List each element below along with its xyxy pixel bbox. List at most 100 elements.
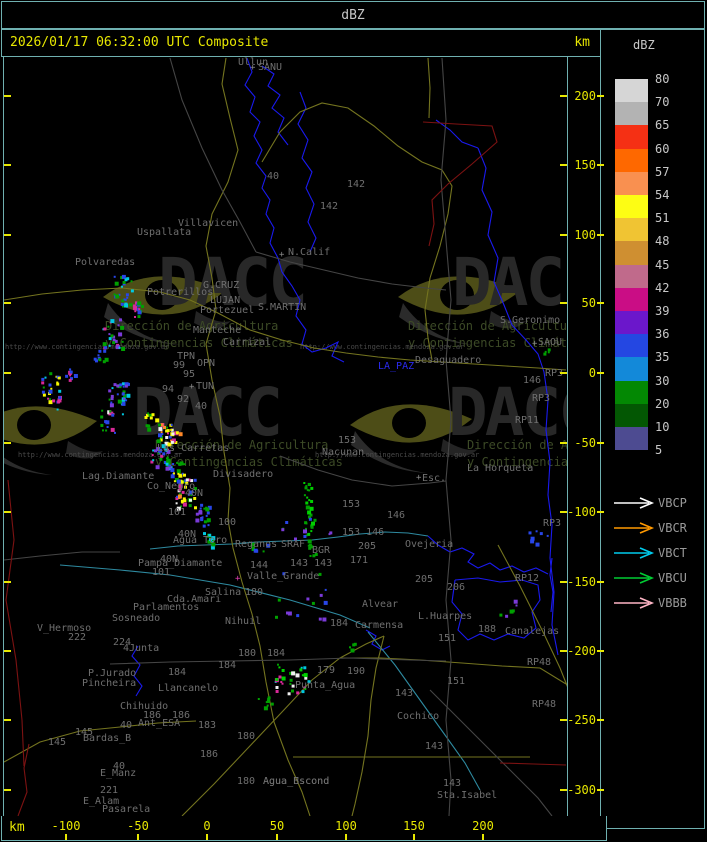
x-axis-tick [206,834,208,840]
echo-pixel [184,485,187,489]
x-axis-bar: km [1,816,607,841]
echo-pixel [281,676,286,681]
echo-pixel [48,383,52,387]
echo-pixel [211,542,216,547]
place-label: 206 [447,582,466,593]
border-line [499,762,567,766]
place-label: Carmensa [355,620,404,631]
echo-pixel [122,390,126,394]
map-right-tick [560,234,567,236]
map-right-tick [560,581,567,583]
scale-swatch [615,403,648,427]
echo-pixel [159,457,163,461]
echo-pixel [112,341,116,345]
place-label: SANU [258,62,283,73]
echo-pixel [124,278,128,282]
echo-pixel [307,680,311,684]
echo-pixel [188,490,193,495]
echo-pixel [170,440,174,444]
y-axis-tick [597,650,604,652]
place-label: L.Huarpes [418,611,473,622]
echo-pixel [114,339,118,343]
place-label: Cochico [397,711,440,722]
echo-pixel [168,464,171,467]
vector-legend-label: VBCP [658,496,687,510]
echo-pixel [185,478,189,482]
echo-pixel [119,318,122,322]
echo-pixel [124,384,128,388]
x-axis-tick-label: -100 [51,819,81,833]
echo-pixel [291,684,295,688]
echo-pixel [170,468,175,473]
river-line [435,119,479,149]
echo-pixel [309,555,312,557]
echo-pixel [122,398,125,401]
echo-pixel [134,316,136,318]
echo-pixel [120,276,124,280]
x-axis-tick-label: 150 [403,819,425,833]
echo-pixel [93,357,97,361]
echo-pixel [183,473,186,477]
y-axis-tick-label: 50 [581,296,596,310]
place-label: 143 [395,688,414,699]
x-axis-tick-label: -50 [127,819,149,833]
y-axis-tick-label: 150 [574,158,596,172]
place-label: RP3 [545,368,564,379]
echo-pixel [309,513,313,517]
place-label: 184 [168,667,187,678]
echo-pixel [305,522,308,525]
vector-legend-label: VBCU [658,571,687,585]
map-left-tick [4,95,11,97]
echo-pixel [116,393,119,396]
echo-pixel [108,344,111,347]
echo-pixel [111,411,114,414]
echo-pixel [121,285,123,288]
place-label: RP3 [543,518,562,529]
echo-pixel [257,698,260,700]
echo-pixel [125,293,129,297]
echo-pixel [164,461,167,464]
echo-pixel [133,306,137,311]
echo-pixel [158,423,161,427]
echo-pixel [209,538,212,542]
echo-pixel [130,289,134,293]
echo-pixel [182,497,186,501]
echo-pixel [176,469,181,474]
echo-pixel [296,691,300,695]
echo-pixel [48,389,53,394]
dacc-watermark-url: http://www.contingencias.mendoza.gov.ar [315,451,480,459]
echo-pixel [166,460,171,465]
place-label: Manteche [193,325,242,336]
map-left-tick [4,789,11,791]
echo-pixel [44,376,47,379]
echo-pixel [121,382,125,386]
geography-lines [4,57,567,816]
echo-pixel [301,674,304,677]
echo-pixel [98,349,102,353]
echo-pixel [300,666,303,669]
echo-pixel [181,472,184,475]
place-label: 40 [120,720,133,731]
place-label: Lag.Diamante [82,471,155,482]
echo-pixel [275,615,278,619]
echo-pixel [281,682,284,685]
echo-pixel [147,412,149,415]
echo-pixel [162,452,166,456]
boundary-line [4,551,120,561]
echo-pixel [303,482,306,484]
place-label: Salina [205,587,242,598]
scale-value: 42 [655,280,670,295]
echo-pixel [165,466,170,471]
scale-swatch [615,427,648,451]
echo-pixel [310,530,313,533]
echo-pixel [306,597,310,601]
place-label: La Horqueta [467,463,534,474]
echo-pixel [199,507,202,510]
station-marker: + [189,382,195,392]
place-label: 205 [415,574,434,585]
place-label: 40 [195,401,208,412]
echo-pixel [47,397,50,400]
place-label: 40N [178,529,197,540]
boundary-line [279,455,447,487]
y-axis-tick [597,372,604,374]
